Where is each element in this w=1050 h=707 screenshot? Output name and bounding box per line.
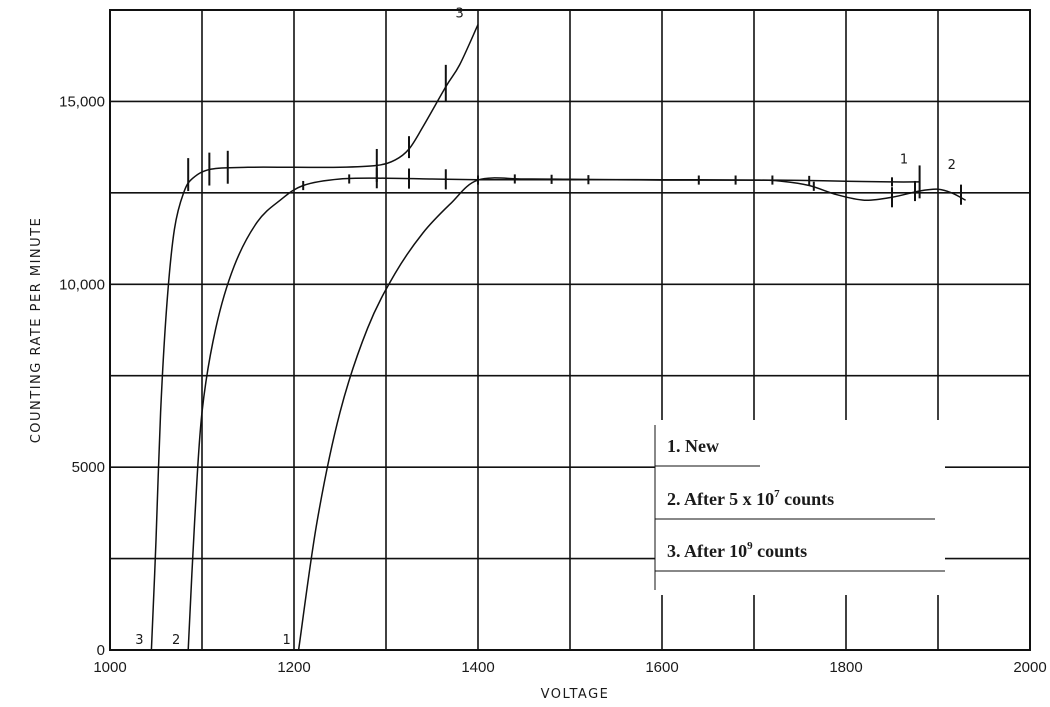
curve-label-start-3: 3	[135, 633, 143, 648]
legend-entry-3: 3. After 109 counts	[667, 540, 807, 561]
y-tick-label: 5000	[72, 459, 105, 476]
x-axis-title: VOLTAGE	[541, 687, 610, 702]
curve-label-start-2: 2	[172, 633, 180, 648]
curve-label-start-1: 1	[282, 633, 290, 648]
series-2: 2	[172, 168, 966, 651]
series-line-3	[150, 24, 479, 651]
y-tick-label: 10,000	[59, 276, 105, 293]
tick-labels: 1000 1200 1400 1600 1800 2000 0 5000 10,000 15,00…	[59, 93, 1047, 676]
x-tick-label: 1400	[461, 659, 494, 676]
plot-border	[109, 9, 1031, 651]
curve-label-end-3: 3	[455, 6, 463, 21]
legend: 1. New 2. After 5 x 107 counts 3. After 10…	[654, 420, 945, 595]
y-tick-label: 0	[97, 642, 105, 659]
curve-label-end-1: 1	[900, 153, 908, 168]
curve-label-end-2: 2	[948, 158, 956, 173]
y-axis-title: COUNTING RATE PER MINUTE	[29, 217, 44, 444]
y-tick-label: 15,000	[59, 93, 105, 110]
legend-entry-2: 2. After 5 x 107 counts	[667, 488, 834, 509]
x-tick-label: 1200	[277, 659, 310, 676]
series-group: 1 2 3 1 2 3	[135, 6, 966, 651]
x-tick-label: 1000	[93, 659, 126, 676]
x-tick-label: 2000	[1013, 659, 1046, 676]
x-tick-label: 1600	[645, 659, 678, 676]
series-3: 3	[135, 24, 479, 651]
legend-entry-1: 1. New	[667, 436, 719, 456]
x-tick-label: 1800	[829, 659, 862, 676]
legend-box	[655, 420, 945, 595]
plot-frame	[109, 9, 1031, 651]
